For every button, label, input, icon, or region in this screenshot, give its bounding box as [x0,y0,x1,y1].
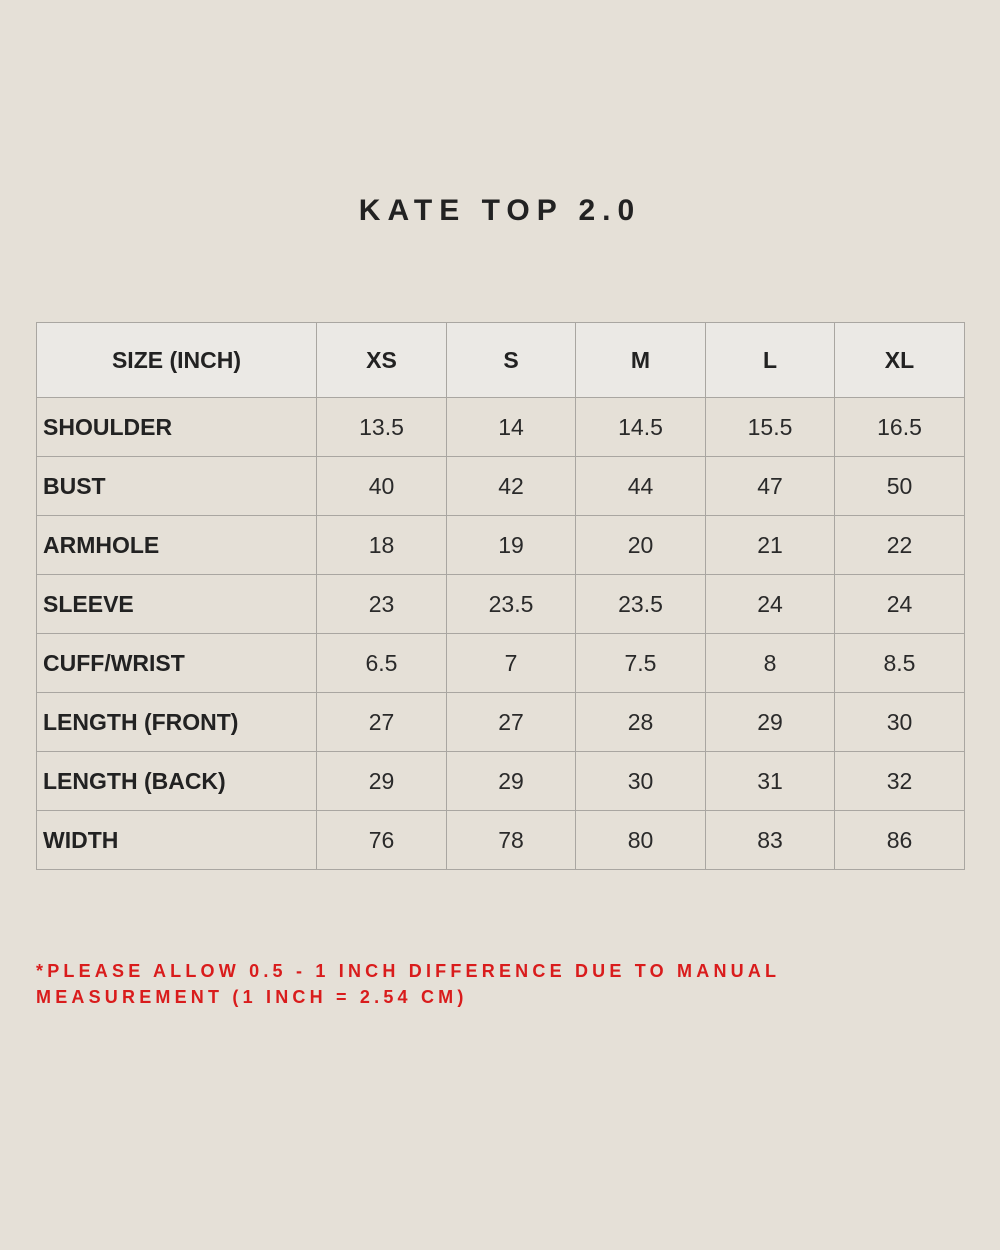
measurement-cell: 29 [705,692,835,752]
measurement-cell: 24 [705,574,835,634]
measurement-cell: 24 [834,574,965,634]
table-row: WIDTH 76 78 80 83 86 [36,810,965,870]
header-size-label: SIZE (INCH) [36,322,317,398]
measurement-cell: 27 [316,692,447,752]
table-row: ARMHOLE 18 19 20 21 22 [36,515,965,575]
measurement-cell: 23.5 [446,574,576,634]
measurement-cell: 21 [705,515,835,575]
measurement-cell: 31 [705,751,835,811]
measurement-cell: 40 [316,456,447,516]
measurement-cell: 8.5 [834,633,965,693]
measurement-cell: 30 [575,751,706,811]
measurement-cell: 7 [446,633,576,693]
measurement-cell: 13.5 [316,397,447,457]
note-line-2: MEASUREMENT (1 INCH = 2.54 CM) [36,987,468,1007]
measurement-cell: 16.5 [834,397,965,457]
table-row: CUFF/WRIST 6.5 7 7.5 8 8.5 [36,633,965,693]
table-row: BUST 40 42 44 47 50 [36,456,965,516]
row-label: BUST [36,456,317,516]
table-row: LENGTH (BACK) 29 29 30 31 32 [36,751,965,811]
row-label: WIDTH [36,810,317,870]
measurement-cell: 28 [575,692,706,752]
row-label: SHOULDER [36,397,317,457]
measurement-cell: 6.5 [316,633,447,693]
measurement-cell: 14.5 [575,397,706,457]
measurement-cell: 14 [446,397,576,457]
row-label: ARMHOLE [36,515,317,575]
measurement-cell: 22 [834,515,965,575]
measurement-cell: 19 [446,515,576,575]
header-size-l: L [705,322,835,398]
measurement-cell: 78 [446,810,576,870]
row-label: LENGTH (FRONT) [36,692,317,752]
measurement-cell: 32 [834,751,965,811]
note-line-1: *PLEASE ALLOW 0.5 - 1 INCH DIFFERENCE DU… [36,961,781,981]
measurement-cell: 29 [316,751,447,811]
measurement-cell: 7.5 [575,633,706,693]
measurement-cell: 18 [316,515,447,575]
measurement-cell: 47 [705,456,835,516]
header-size-m: M [575,322,706,398]
measurement-cell: 27 [446,692,576,752]
table-row: SHOULDER 13.5 14 14.5 15.5 16.5 [36,397,965,457]
row-label: SLEEVE [36,574,317,634]
table-row: SLEEVE 23 23.5 23.5 24 24 [36,574,965,634]
row-label: LENGTH (BACK) [36,751,317,811]
header-size-xs: XS [316,322,447,398]
page-title: KATE TOP 2.0 [358,194,642,227]
measurement-note: *PLEASE ALLOW 0.5 - 1 INCH DIFFERENCE DU… [36,958,936,1010]
measurement-cell: 76 [316,810,447,870]
measurement-cell: 80 [575,810,706,870]
measurement-cell: 23.5 [575,574,706,634]
measurement-cell: 8 [705,633,835,693]
measurement-cell: 83 [705,810,835,870]
table-header-row: SIZE (INCH) XS S M L XL [36,322,965,398]
row-label: CUFF/WRIST [36,633,317,693]
header-size-s: S [446,322,576,398]
measurement-cell: 42 [446,456,576,516]
measurement-cell: 50 [834,456,965,516]
measurement-cell: 15.5 [705,397,835,457]
size-chart-table: SIZE (INCH) XS S M L XL SHOULDER 13.5 14 14.5 15.… [36,322,965,870]
table-row: LENGTH (FRONT) 27 27 28 29 30 [36,692,965,752]
measurement-cell: 44 [575,456,706,516]
measurement-cell: 23 [316,574,447,634]
measurement-cell: 29 [446,751,576,811]
measurement-cell: 20 [575,515,706,575]
header-size-xl: XL [834,322,965,398]
measurement-cell: 30 [834,692,965,752]
measurement-cell: 86 [834,810,965,870]
